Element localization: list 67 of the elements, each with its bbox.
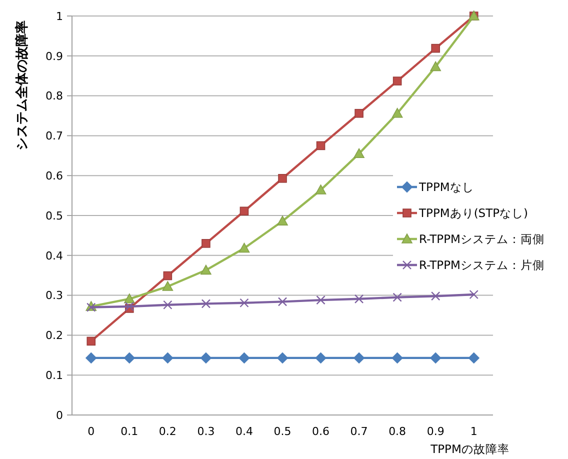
point: [200, 352, 212, 364]
x-tick-label: 0.4: [235, 424, 253, 438]
point: [431, 44, 440, 53]
point: [354, 294, 364, 304]
point: [468, 352, 480, 364]
x-tick-label: 0.1: [120, 424, 138, 438]
y-tick-label: 1: [56, 10, 63, 23]
y-tick-label: 0.2: [46, 329, 63, 342]
y-tick-label: 0.3: [46, 289, 63, 302]
y-tick-label: 0.8: [46, 90, 63, 103]
point: [430, 292, 440, 301]
x-tick-label: 0.7: [350, 424, 368, 438]
point: [430, 352, 442, 364]
y-tick-label: 0.1: [46, 368, 63, 382]
point: [124, 302, 134, 312]
point: [201, 299, 211, 308]
point: [392, 292, 402, 302]
y-tick-label: 0.6: [46, 169, 63, 182]
x-tick-label: 0.3: [197, 424, 215, 438]
point: [430, 61, 441, 72]
point: [162, 281, 174, 291]
y-axis-title: システム全体の故障率: [14, 20, 30, 150]
point: [469, 290, 478, 300]
legend-label: R-TPPMシステム：両側: [419, 232, 544, 246]
point: [277, 216, 288, 226]
point: [238, 352, 250, 364]
x-axis-title: TPPMの故障率: [430, 442, 510, 456]
point: [124, 352, 135, 364]
legend-label: TPPMなし: [418, 180, 474, 194]
point: [354, 148, 364, 158]
y-tick-label: 0.9: [46, 50, 63, 63]
x-tick-label: 1: [470, 424, 478, 438]
point: [163, 271, 172, 280]
legend-label: R-TPPMシステム：片側: [419, 258, 544, 272]
point: [316, 295, 326, 305]
point: [86, 336, 96, 346]
x-tick-label: 0.9: [426, 424, 444, 438]
point: [277, 352, 288, 364]
point: [238, 242, 250, 253]
point: [124, 293, 135, 304]
y-tick-label: 0.4: [46, 249, 63, 262]
point: [392, 108, 403, 118]
point: [240, 298, 249, 308]
x-tick-label: 0.6: [312, 424, 330, 438]
point: [278, 174, 287, 183]
point: [392, 352, 403, 364]
y-tick-label: 0: [56, 408, 63, 422]
x-tick-label: 0.5: [274, 424, 292, 438]
y-tick-label: 0.7: [46, 130, 63, 143]
point: [200, 264, 212, 275]
y-tick-label: 0.5: [46, 209, 63, 222]
legend-label: TPPMあり(STPなし): [418, 206, 528, 220]
point: [162, 352, 174, 364]
point: [315, 184, 326, 194]
x-tick-label: 0.2: [158, 424, 176, 438]
point: [278, 297, 288, 306]
point: [86, 352, 97, 364]
point: [202, 239, 210, 248]
point: [163, 300, 172, 310]
point: [316, 141, 326, 150]
x-tick-label: 0: [88, 424, 95, 438]
point: [240, 206, 249, 216]
point: [354, 352, 365, 364]
x-tick-label: 0.8: [388, 424, 406, 438]
point: [354, 108, 364, 118]
point: [392, 76, 402, 86]
point: [315, 352, 326, 364]
